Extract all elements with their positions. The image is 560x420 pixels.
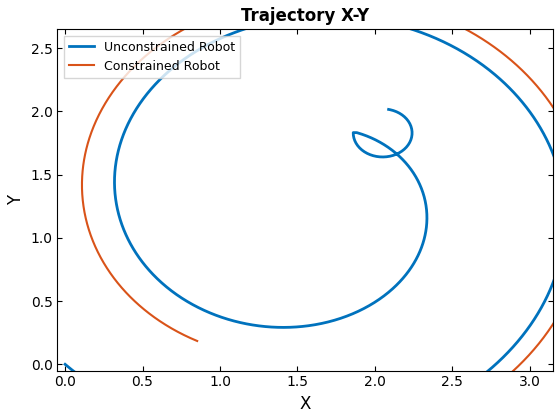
Unconstrained Robot	[324, 13, 330, 18]
Constrained Robot	[493, 47, 500, 52]
Constrained Robot	[52, 368, 59, 373]
Legend: Unconstrained Robot, Constrained Robot: Unconstrained Robot, Constrained Robot	[64, 36, 240, 78]
Unconstrained Robot	[421, 236, 428, 241]
Constrained Robot	[161, 322, 168, 327]
Constrained Robot	[194, 339, 200, 344]
Constrained Robot	[89, 127, 96, 132]
X-axis label: X: X	[300, 395, 311, 413]
Line: Constrained Robot: Constrained Robot	[55, 0, 560, 420]
Constrained Robot	[162, 322, 169, 327]
Unconstrained Robot	[449, 44, 456, 49]
Unconstrained Robot	[62, 362, 68, 367]
Constrained Robot	[525, 74, 532, 79]
Unconstrained Robot	[411, 260, 418, 265]
Line: Unconstrained Robot: Unconstrained Robot	[65, 16, 560, 420]
Unconstrained Robot	[166, 287, 173, 292]
Y-axis label: Y: Y	[7, 195, 25, 205]
Title: Trajectory X-Y: Trajectory X-Y	[241, 7, 369, 25]
Unconstrained Robot	[365, 134, 372, 139]
Unconstrained Robot	[385, 107, 392, 112]
